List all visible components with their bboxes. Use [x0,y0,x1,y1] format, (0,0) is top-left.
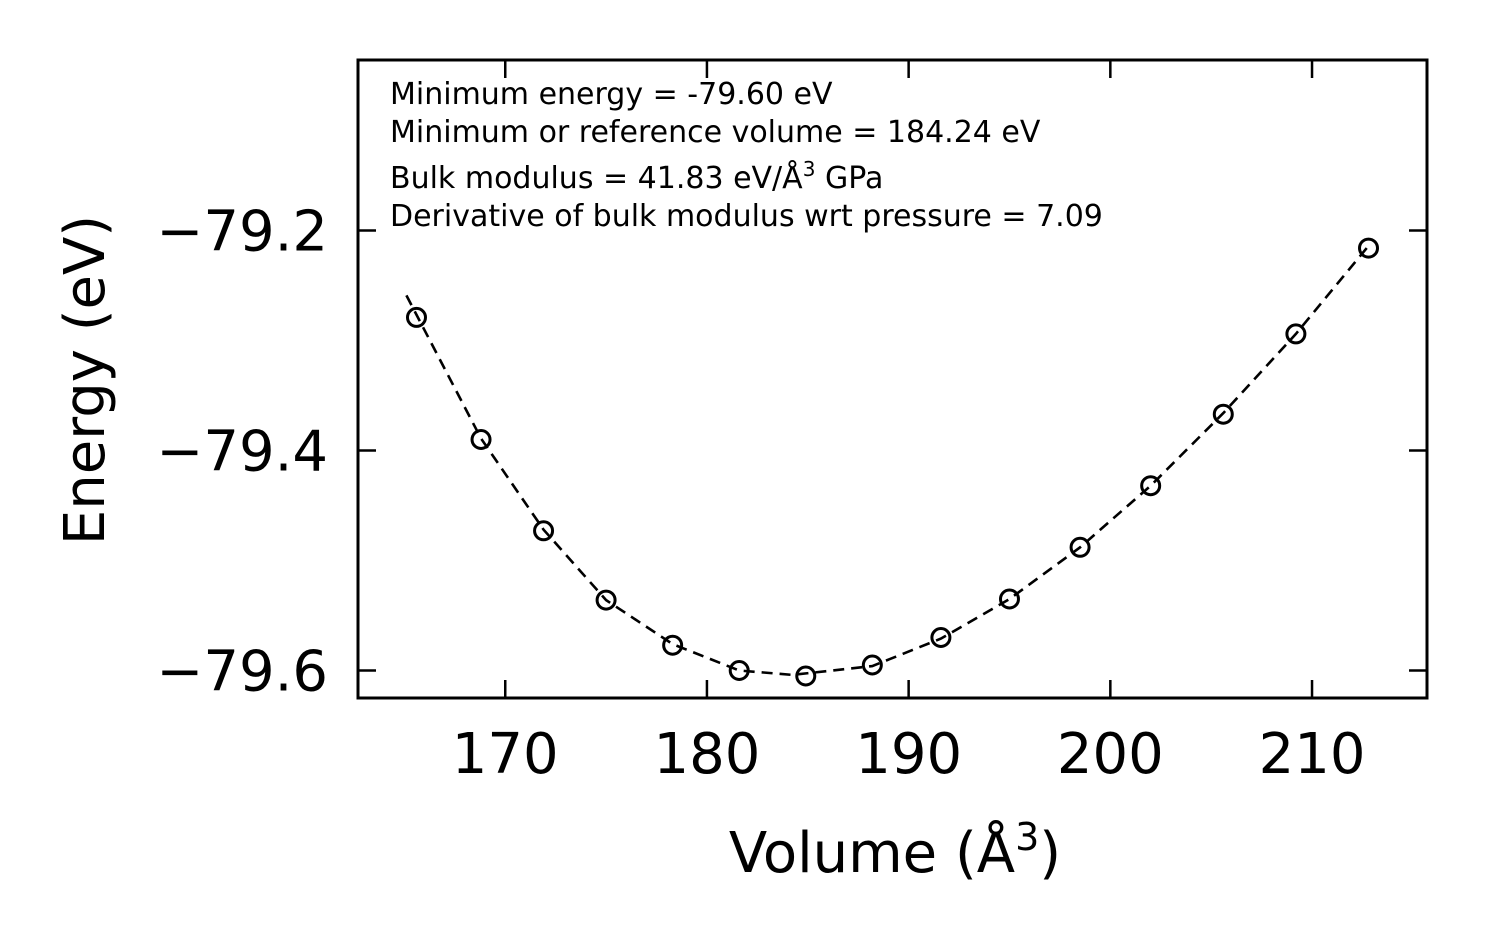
data-point [533,520,555,542]
data-point [728,660,750,681]
data-point [1285,323,1307,345]
x-axis-label: Volume (Å3) [729,815,1061,886]
annotation-bulk-modulus-derivative: Derivative of bulk modulus wrt pressure … [390,199,1103,234]
data-point [662,634,684,656]
x-tick-label: 200 [1057,722,1164,787]
annotation-bulk-modulus-exponent: 3 [803,157,816,181]
x-axis-label-text: Volume (Å [729,820,1015,886]
plot-marks [405,237,1380,687]
data-point [405,306,427,328]
fit-curve [405,245,1370,677]
x-axis-label-close: ) [1039,821,1061,886]
annotation-min-volume: Minimum or reference volume = 184.24 eV [390,115,1041,150]
data-point [595,589,617,611]
y-tick-label: −79.6 [156,640,328,705]
data-point [1140,475,1162,497]
data-point [861,654,883,676]
x-axis-label-exponent: 3 [1015,815,1039,859]
data-point [1358,237,1380,259]
data-point [1069,536,1091,558]
y-tick-label: −79.2 [156,200,328,265]
data-point [795,665,817,687]
x-tick-label: 210 [1259,722,1366,787]
data-point [470,429,492,450]
y-tick-label: −79.4 [156,420,328,485]
annotation-bulk-modulus: Bulk modulus = 41.83 eV/Å3 GPa [390,157,883,196]
annotation-bulk-modulus-unit: GPa [815,161,883,196]
x-tick-label: 170 [452,722,559,787]
y-axis-label: Energy (eV) [53,215,118,545]
annotation-bulk-modulus-text: Bulk modulus = 41.83 eV/Å [390,160,803,196]
annotation-min-energy: Minimum energy = -79.60 eV [390,77,833,112]
x-tick-label: 190 [855,722,962,787]
data-point [930,627,952,648]
axis-ticks: 170 180 190 200 210 −79.2 −79.4 −79.6 [156,60,1427,787]
x-tick-label: 180 [653,722,760,787]
plot-area-frame [356,58,1429,700]
data-point [998,588,1020,610]
data-point [1212,403,1234,425]
